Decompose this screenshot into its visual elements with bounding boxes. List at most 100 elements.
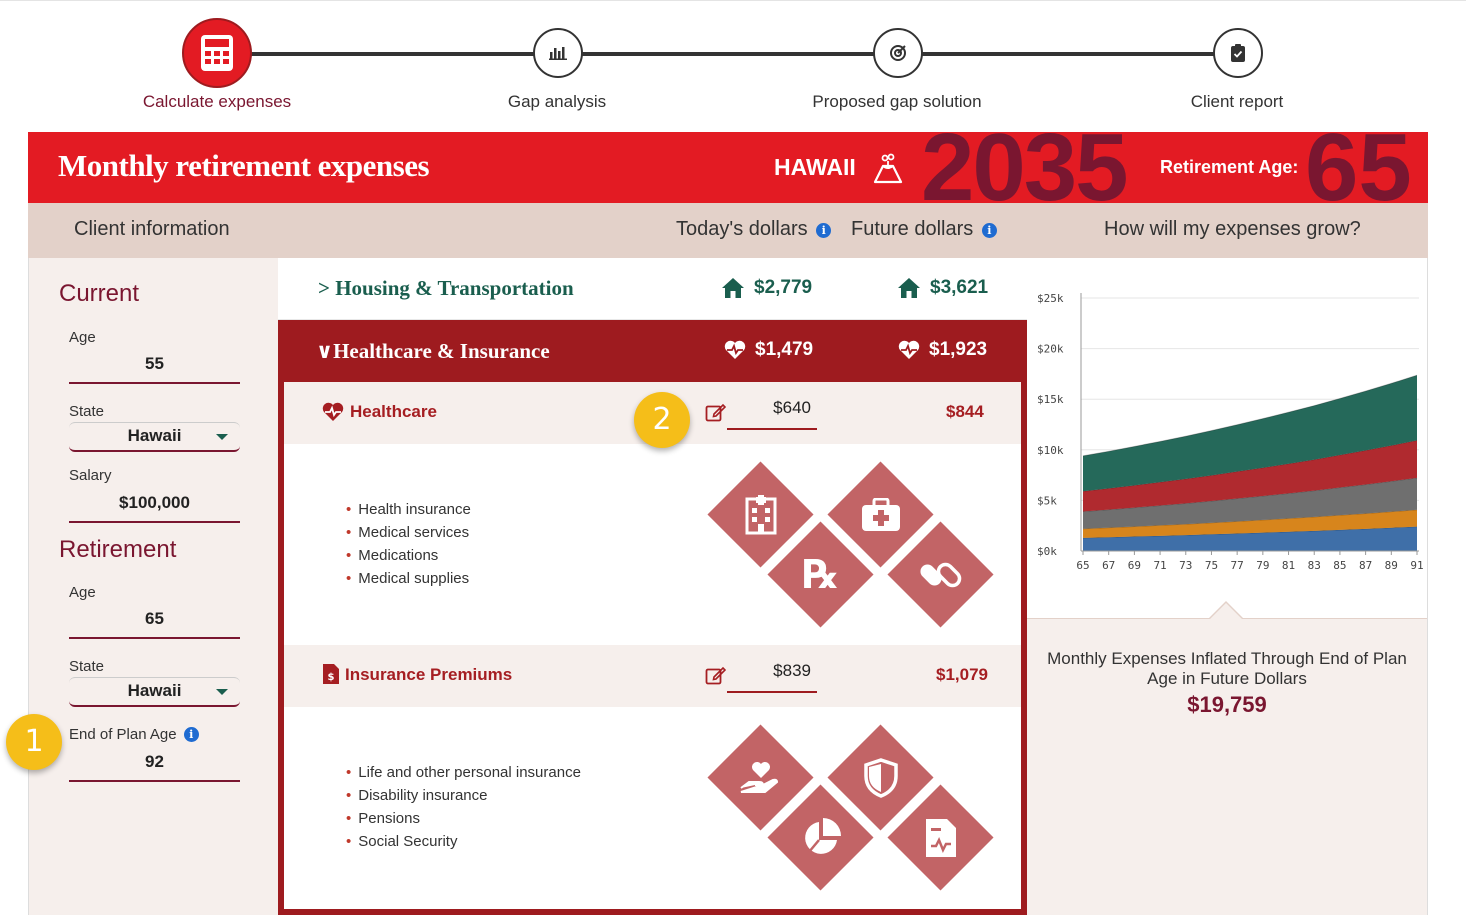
prescription-icon: ℞	[802, 552, 839, 597]
retirement-state-select[interactable]: Hawaii	[69, 677, 240, 707]
x-tick-label: 87	[1359, 559, 1372, 572]
housing-future-amount: $3,621	[930, 277, 989, 298]
healthcare-future-amount: $844	[946, 402, 984, 421]
chevron-right-icon: >	[318, 276, 330, 300]
current-state-value: Hawaii	[127, 426, 182, 445]
category-healthcare-insurance[interactable]: ∨Healthcare & Insurance $1,479 $1,923	[278, 320, 1027, 382]
info-icon[interactable]: i	[816, 223, 832, 238]
healthcare-items: Health insurance Medical services Medica…	[346, 498, 471, 590]
retirement-age-value: 65	[1305, 132, 1412, 203]
list-item: Medical supplies	[346, 567, 471, 590]
series-line	[1082, 374, 1418, 457]
target-icon	[890, 45, 906, 61]
x-tick-label: 79	[1256, 559, 1269, 572]
stepper-line	[250, 52, 534, 56]
retirement-year: 2035	[921, 132, 1129, 203]
chevron-down-icon	[216, 689, 228, 695]
heart-pulse-icon	[898, 340, 920, 359]
step-label: Gap analysis	[507, 92, 607, 111]
client-info-header: Client information	[74, 218, 230, 240]
end-of-plan-age-input[interactable]: 92	[69, 752, 240, 782]
category-title-text: Housing & Transportation	[335, 276, 574, 300]
summary-panel: Monthly Expenses Inflated Through End of…	[1027, 601, 1427, 915]
todays-dollars-header: Today's dollars i	[676, 218, 832, 241]
list-item: Disability insurance	[346, 784, 581, 807]
state-name: HAWAII	[774, 154, 856, 180]
step-gap-analysis[interactable]	[533, 28, 583, 78]
retirement-age-input[interactable]: 65	[69, 609, 240, 639]
series-line	[1082, 477, 1418, 513]
todays-dollars-label: Today's dollars	[676, 218, 808, 240]
info-icon[interactable]: i	[183, 727, 199, 742]
edit-icon[interactable]	[705, 665, 726, 686]
current-state-select[interactable]: Hawaii	[69, 422, 240, 452]
subcategory-insurance-premiums: $ Insurance Premiums $839 $1,079	[284, 645, 1021, 707]
pie-chart-icon	[783, 800, 858, 875]
invoice-icon: $	[323, 664, 339, 684]
info-icon[interactable]: i	[981, 223, 997, 238]
area-series	[1083, 375, 1417, 492]
healthcare-insurance-details: Healthcare $640 $844 Health insurance Me…	[278, 382, 1027, 915]
category-title: ∨Healthcare & Insurance	[316, 338, 550, 364]
chevron-down-icon	[216, 434, 228, 440]
future-dollars-label: Future dollars	[851, 218, 974, 240]
current-state-label: State	[69, 403, 105, 420]
bar-chart-icon	[549, 47, 567, 60]
clipboard-check-icon	[1231, 44, 1245, 62]
y-tick-label: $15k	[1037, 393, 1064, 406]
growth-panel: $0k $5k $10k $15k $20k $25k 65 67 69 71 73 75 77 79 81…	[1027, 258, 1428, 915]
step-badge: 2	[634, 392, 690, 448]
category-title: > Housing & Transportation	[318, 276, 574, 301]
house-icon	[898, 278, 920, 298]
healthcare-today-input[interactable]: $640	[727, 398, 817, 430]
list-item: Social Security	[346, 830, 581, 853]
future-dollars-header: Future dollars i	[851, 218, 997, 241]
retirement-age-field-label: Age	[69, 584, 96, 601]
step-label: Client report	[1190, 92, 1284, 111]
x-tick-label: 81	[1282, 559, 1295, 572]
step-label: Calculate expenses	[142, 92, 292, 111]
x-tick-label: 69	[1128, 559, 1141, 572]
hospital-icon	[723, 477, 798, 552]
document-icon	[903, 800, 978, 875]
top-divider	[0, 0, 1466, 3]
progress-stepper: Calculate expenses Gap analysis Proposed…	[0, 0, 1466, 132]
calculator-icon	[201, 35, 233, 71]
category-title-text: Healthcare & Insurance	[333, 339, 550, 363]
category-housing-transportation[interactable]: > Housing & Transportation $2,779 $3,621	[278, 258, 1027, 320]
list-item: Health insurance	[346, 498, 471, 521]
current-age-label: Age	[69, 329, 96, 346]
step-client-report[interactable]	[1213, 28, 1263, 78]
edit-icon[interactable]	[705, 402, 726, 423]
heart-pulse-icon	[724, 340, 746, 359]
volcano-icon	[873, 153, 903, 184]
salary-input[interactable]: $100,000	[69, 493, 240, 523]
hand-heart-icon	[723, 740, 798, 815]
x-tick-label: 65	[1076, 559, 1089, 572]
client-info-sidebar: Current Age 55 State Hawaii Salary $100,…	[28, 258, 278, 915]
current-age-input[interactable]: 55	[69, 354, 240, 384]
retirement-age-label: Retirement Age:	[1160, 157, 1299, 177]
stepper-line	[582, 52, 874, 56]
insurance-today-input[interactable]: $839	[727, 661, 817, 693]
retirement-heading: Retirement	[59, 536, 177, 563]
insurance-future-amount: $1,079	[936, 665, 988, 684]
pills-icon	[903, 537, 978, 612]
house-icon	[722, 278, 744, 298]
list-item: Pensions	[346, 807, 581, 830]
retirement-state-value: Hawaii	[127, 681, 182, 700]
step-label: Proposed gap solution	[812, 92, 982, 111]
x-tick-label: 91	[1410, 559, 1423, 572]
step-proposed-gap-solution[interactable]	[873, 28, 923, 78]
current-heading: Current	[59, 280, 140, 307]
x-tick-label: 71	[1153, 559, 1166, 572]
stepper-line	[922, 52, 1214, 56]
heart-pulse-icon	[322, 402, 344, 421]
step-calculate-expenses[interactable]	[182, 18, 252, 88]
page-title: Monthly retirement expenses	[58, 148, 430, 183]
area-series	[1083, 477, 1417, 529]
step-badge: 1	[6, 714, 62, 770]
x-tick-label: 83	[1308, 559, 1321, 572]
x-tick-label: 75	[1205, 559, 1218, 572]
healthcare-insurance-today-amount: $1,479	[755, 339, 814, 360]
